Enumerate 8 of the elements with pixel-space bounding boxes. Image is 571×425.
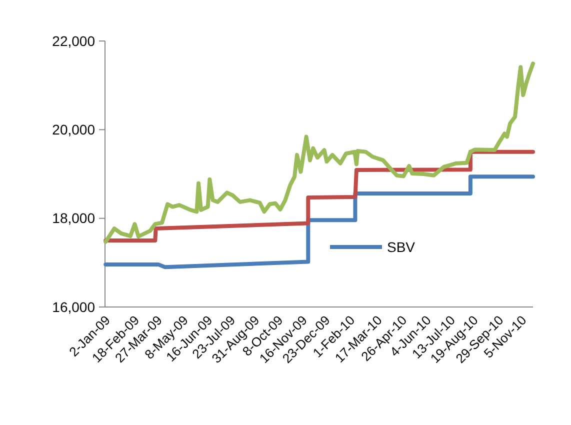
y-tick-label: 20,000 <box>52 122 96 138</box>
y-tick-label: 18,000 <box>52 210 96 226</box>
line-series <box>104 174 535 270</box>
line-series <box>104 62 535 244</box>
y-tick-label: 22,000 <box>52 32 96 49</box>
line-series <box>104 150 535 242</box>
legend-label: SBV <box>387 238 416 255</box>
y-tick-label: 16,000 <box>52 298 96 315</box>
